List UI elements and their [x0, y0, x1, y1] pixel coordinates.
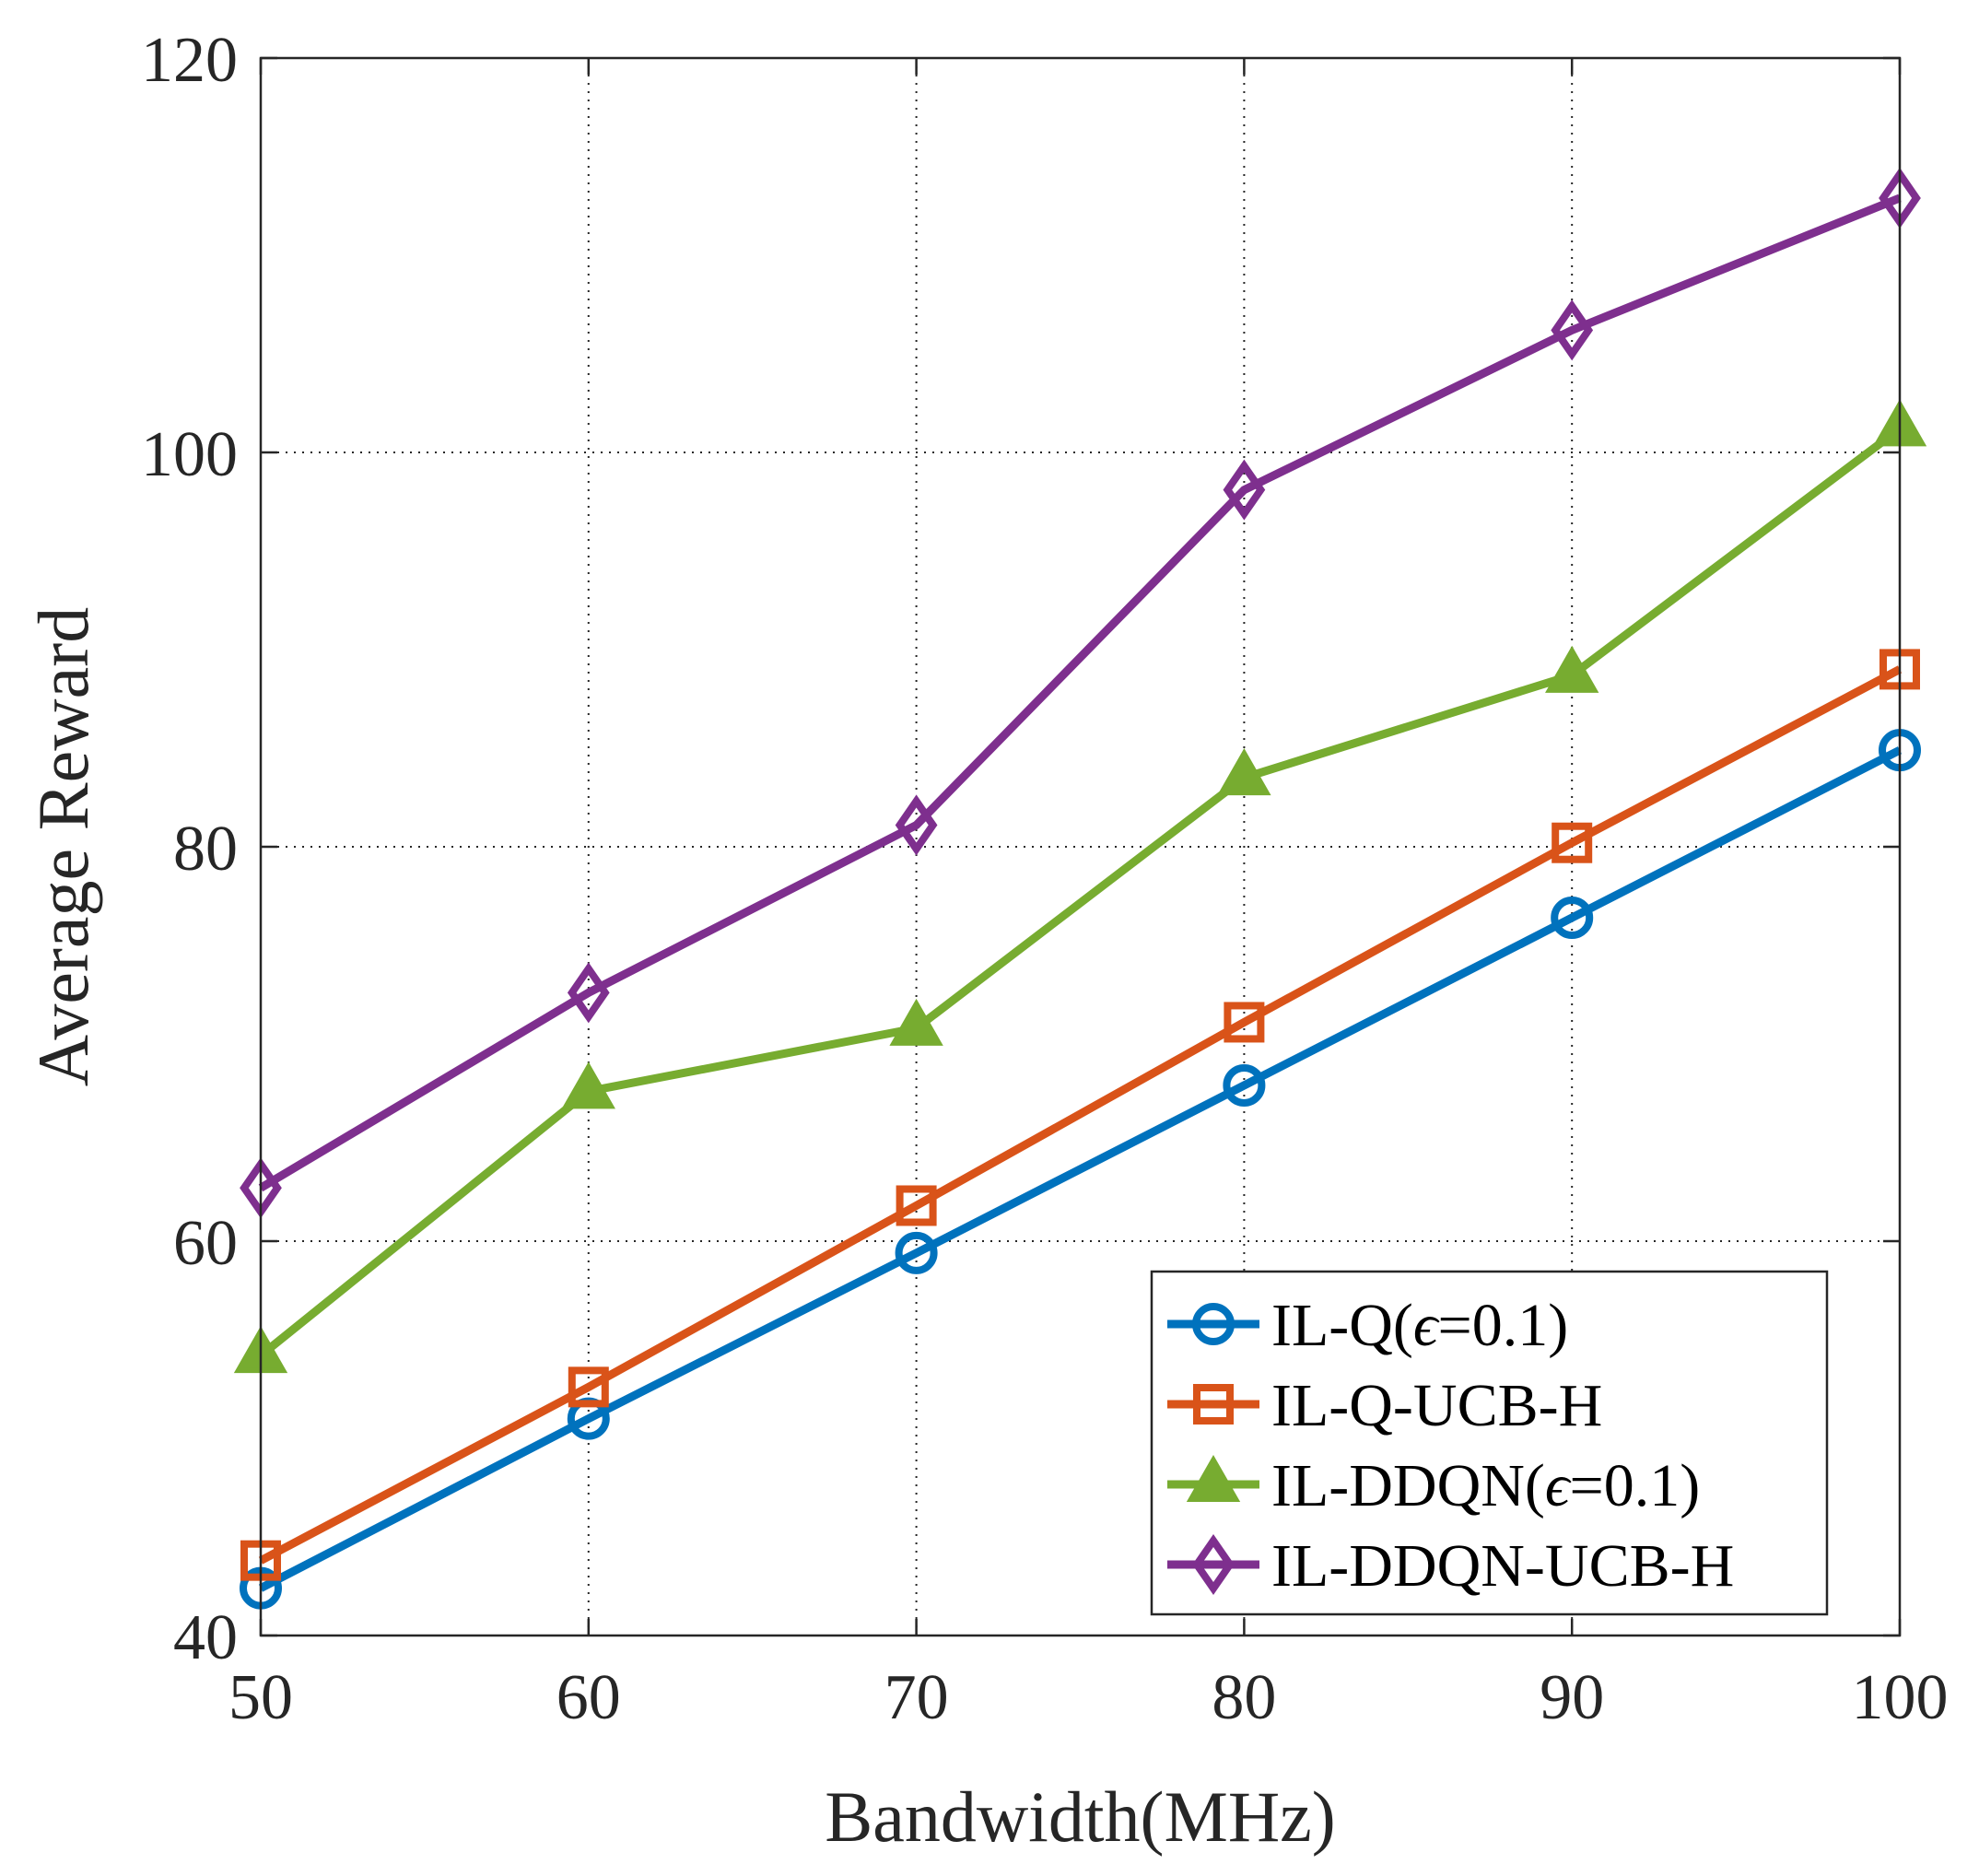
y-axis-title: Average Reward: [23, 607, 103, 1086]
series-line-il-q-ucb-h: [258, 665, 1903, 1565]
data-point-il-ddqn-0-1: [889, 998, 943, 1046]
data-point-il-q-0-1: [1223, 1063, 1266, 1107]
y-tick-labels: 40 60 80 100 120: [141, 25, 238, 1673]
y-tick-label: 80: [173, 814, 238, 885]
legend-marker-il-ddqn-0-1: [1186, 1454, 1241, 1502]
data-point-il-ddqn-0-1: [561, 1061, 615, 1109]
x-tick-label: 50: [228, 1662, 293, 1733]
data-point-il-q-ucb-h: [1552, 822, 1593, 863]
y-tick-label: 60: [173, 1208, 238, 1279]
series-lines: [258, 193, 1903, 1592]
x-axis-title: Bandwidth(MHz): [825, 1776, 1336, 1857]
legend-label-il-q-0-1: IL-Q(ϵ=0.1): [1271, 1292, 1568, 1359]
axis-ticks: [259, 56, 1902, 1637]
legend-label-il-q-ucb-h: IL-Q-UCB-H: [1271, 1372, 1602, 1439]
legend-label-il-ddqn-0-1: IL-DDQN(ϵ=0.1): [1271, 1452, 1700, 1519]
data-point-il-q-0-1: [1551, 897, 1594, 940]
legend-marker-il-q-0-1: [1192, 1303, 1235, 1345]
y-tick-label: 40: [173, 1602, 238, 1673]
x-tick-label: 90: [1540, 1662, 1604, 1733]
data-point-il-ddqn-ucb-h: [895, 794, 938, 856]
series-line-il-ddqn-0-1: [258, 425, 1903, 1359]
legend-label-il-ddqn-ucb-h: IL-DDQN-UCB-H: [1271, 1532, 1734, 1600]
data-point-il-q-0-1: [895, 1231, 938, 1274]
legend-marker-il-ddqn-ucb-h: [1192, 1533, 1235, 1596]
x-tick-label: 80: [1212, 1662, 1276, 1733]
y-tick-label: 120: [141, 25, 238, 96]
legend: IL-Q(ϵ=0.1) IL-Q-UCB-H IL-DDQN(ϵ=0.1) IL-DD…: [1150, 1270, 1829, 1616]
data-point-il-ddqn-0-1: [1217, 748, 1271, 796]
x-tick-label: 70: [884, 1662, 949, 1733]
series-line-il-q-0-1: [258, 746, 1903, 1592]
x-tick-label: 100: [1852, 1662, 1949, 1733]
data-point-il-q-ucb-h: [896, 1185, 937, 1226]
data-point-il-q-ucb-h: [568, 1366, 609, 1408]
data-point-il-ddqn-0-1: [1545, 645, 1599, 693]
series-line-il-ddqn-ucb-h: [258, 193, 1902, 1192]
data-point-il-q-ucb-h: [1224, 1002, 1265, 1043]
x-tick-labels: 50 60 70 80 90 100: [228, 1662, 1949, 1733]
data-point-il-ddqn-ucb-h: [1223, 459, 1266, 521]
legend-box: [1150, 1270, 1829, 1616]
y-tick-label: 100: [141, 419, 238, 490]
x-tick-label: 60: [556, 1662, 621, 1733]
data-point-il-ddqn-ucb-h: [1551, 299, 1594, 361]
data-point-il-ddqn-ucb-h: [567, 962, 610, 1024]
legend-marker-il-q-ucb-h: [1193, 1384, 1234, 1425]
